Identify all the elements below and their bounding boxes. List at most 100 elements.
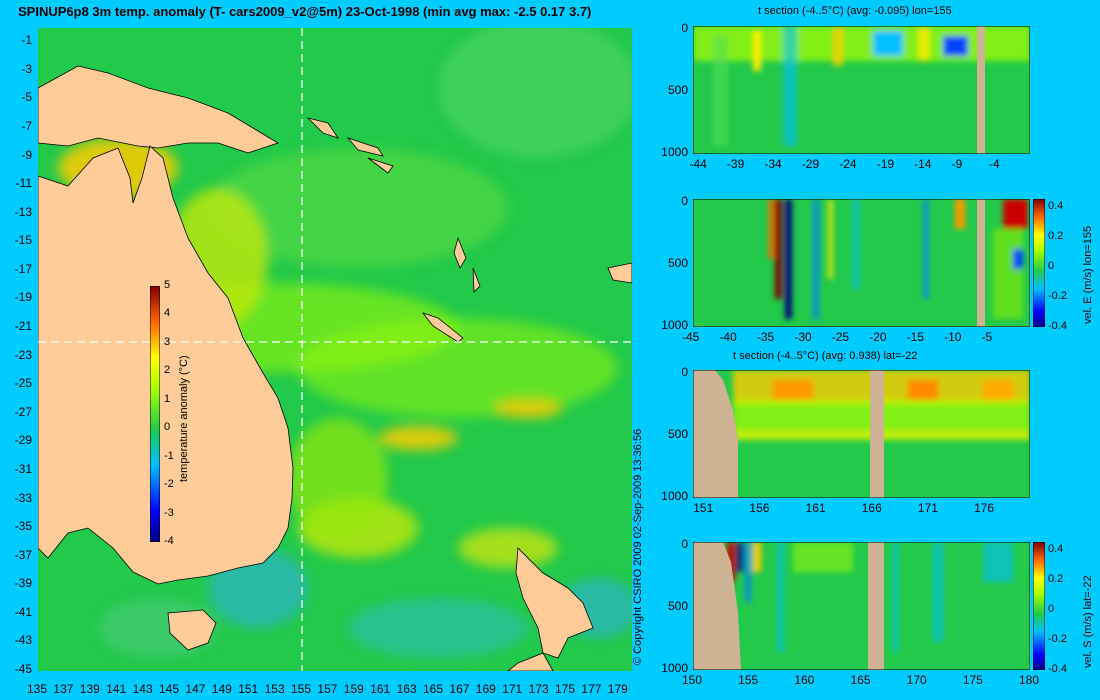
map-x-tick: 167 xyxy=(449,682,470,696)
map-y-tick: -37 xyxy=(14,547,32,562)
section-2-x-tick: -15 xyxy=(906,330,924,344)
section-4-x-tick: 150 xyxy=(682,673,703,687)
section-2-colorbar-tick: -0.4 xyxy=(1048,320,1067,332)
map-x-tick: 135 xyxy=(27,682,48,696)
map-x-tick: 179 xyxy=(607,682,628,696)
section-4-x-tick: 180 xyxy=(1019,673,1040,687)
map-x-tick: 141 xyxy=(106,682,127,696)
map-y-tick: -31 xyxy=(14,461,32,476)
map-x-tick: 163 xyxy=(396,682,417,696)
section-2-colorbar xyxy=(1033,199,1045,327)
section-3-plot xyxy=(693,370,1030,498)
map-x-tick: 171 xyxy=(502,682,523,696)
map-y-tick: -3 xyxy=(21,61,32,76)
section-3-y-tick: 500 xyxy=(667,427,688,441)
map-colorbar-tick: -4 xyxy=(164,535,174,547)
map-y-tick: -33 xyxy=(14,490,32,505)
section-3-x-tick: 176 xyxy=(974,501,995,515)
section-3-x-tick: 161 xyxy=(805,501,826,515)
map-y-tick: -27 xyxy=(14,404,32,419)
section-4-x-tick: 165 xyxy=(850,673,871,687)
section-2-plot xyxy=(693,199,1030,327)
section-1-y-tick: 0 xyxy=(681,21,688,35)
map-x-tick: 157 xyxy=(317,682,338,696)
section-1-x-tick: -19 xyxy=(876,157,895,171)
section-1-y-tick: 1000 xyxy=(661,145,688,159)
section-4-colorbar-tick: -0.2 xyxy=(1048,632,1067,645)
section-1-x-tick: -4 xyxy=(989,157,1000,171)
map-y-tick: -5 xyxy=(21,90,32,105)
section-3-y-tick: 1000 xyxy=(661,489,688,503)
map-colorbar-tick: 3 xyxy=(164,335,171,348)
section-1-x-tick: -29 xyxy=(801,157,820,171)
map-colorbar-tick: 4 xyxy=(164,307,171,320)
section-4-colorbar xyxy=(1033,542,1045,670)
map-x-tick: 175 xyxy=(555,682,576,696)
section-2-colorbar-tick: -0.2 xyxy=(1048,289,1067,302)
map-x-tick: 165 xyxy=(423,682,444,696)
map-colorbar-label: temperature anomaly (°C) xyxy=(178,355,190,482)
map-x-tick: 147 xyxy=(185,682,206,696)
section-3-x-tick: 156 xyxy=(749,501,770,515)
map-colorbar-tick: 2 xyxy=(164,364,171,377)
section-2-y-tick: 0 xyxy=(681,194,688,208)
section-4-x-tick: 155 xyxy=(738,673,759,687)
chart-title: SPINUP6p8 3m temp. anomaly (T- cars2009_… xyxy=(18,4,592,19)
section-2-x-tick: -40 xyxy=(719,330,737,344)
map-x-tick: 159 xyxy=(343,682,364,696)
section-2-colorbar-tick: 0.4 xyxy=(1048,199,1064,212)
section-4-x-tick: 175 xyxy=(962,673,983,687)
map-y-tick: -39 xyxy=(14,576,32,591)
map-x-tick: 177 xyxy=(581,682,602,696)
map-y-tick: -7 xyxy=(21,119,32,134)
map-x-tick: 143 xyxy=(132,682,153,696)
section-2-y-tick: 500 xyxy=(667,256,688,270)
map-x-tick: 137 xyxy=(53,682,74,696)
map-x-tick: 169 xyxy=(475,682,496,696)
section-3-land xyxy=(693,370,738,498)
section-4-y-tick: 1000 xyxy=(661,661,688,675)
section-1-x-tick: -24 xyxy=(839,157,857,171)
map-colorbar-tick: -1 xyxy=(164,449,174,462)
section-2-x-tick: -45 xyxy=(682,330,700,344)
map-x-tick: 153 xyxy=(264,682,285,696)
map-y-tick: -23 xyxy=(14,347,32,362)
map-y-tick: -29 xyxy=(14,433,32,448)
map-x-tick: 149 xyxy=(211,682,232,696)
section-1-x-tick: -34 xyxy=(764,157,782,171)
map-y-tick: -43 xyxy=(14,633,32,648)
section-4-colorbar-tick: 0 xyxy=(1048,602,1055,615)
map-y-tick: -19 xyxy=(14,290,32,305)
section-2-colorbar-tick: 0 xyxy=(1048,259,1055,272)
section-1-x-tick: -44 xyxy=(689,157,707,171)
section-1-x-tick: -9 xyxy=(951,157,963,171)
map-colorbar-tick: 0 xyxy=(164,421,171,434)
section-2-mask xyxy=(977,199,985,327)
map-plot xyxy=(38,28,632,671)
section-4-land xyxy=(693,542,741,670)
section-2-x-tick: -30 xyxy=(794,330,812,344)
section-1-mask xyxy=(977,26,985,154)
section-3-x-tick: 151 xyxy=(693,501,714,515)
map-colorbar-tick: 1 xyxy=(164,392,171,405)
section-3-x-tick: 166 xyxy=(861,501,882,515)
section-2-y-tick: 1000 xyxy=(661,318,688,332)
map-y-tick: -13 xyxy=(14,204,32,219)
section-2-x-tick: -20 xyxy=(869,330,887,344)
map-x-tick: 151 xyxy=(238,682,259,696)
map-colorbar-tick: -2 xyxy=(164,478,174,491)
map-land xyxy=(38,65,632,671)
section-4-x-tick: 160 xyxy=(794,673,815,687)
map-colorbar xyxy=(150,286,160,542)
section-2-colorbar-label: vel. E (m/s) lon=155 xyxy=(1082,225,1094,324)
map-y-tick: -11 xyxy=(15,176,32,191)
section-3-title: t section (-4..5°C) (avg: 0.938) lat=-22 xyxy=(733,350,918,362)
map-y-tick: -15 xyxy=(14,233,32,248)
section-1-title: t section (-4..5°C) (avg: -0.095) lon=15… xyxy=(758,5,952,17)
map-colorbar-tick: -3 xyxy=(164,506,174,519)
map-x-tick: 155 xyxy=(291,682,312,696)
section-1-x-tick: -39 xyxy=(726,157,745,171)
map-y-tick: -35 xyxy=(14,519,32,534)
map-y-tick: -45 xyxy=(14,662,32,676)
map-y-tick: -21 xyxy=(14,319,32,334)
